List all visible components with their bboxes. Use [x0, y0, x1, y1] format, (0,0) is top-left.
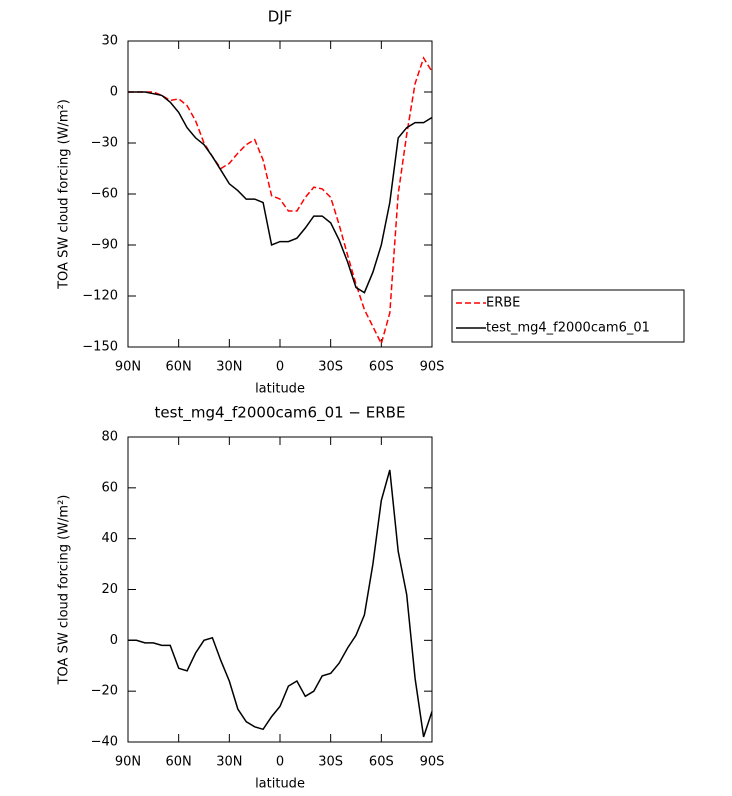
- x-axis-label: latitude: [255, 382, 305, 397]
- y-tick-label: 40: [101, 531, 118, 546]
- plot-frame: [127, 40, 433, 348]
- y-tick-label: −40: [91, 735, 118, 750]
- x-tick-label: 90N: [115, 755, 141, 770]
- legend-label: ERBE: [486, 296, 520, 311]
- x-tick-label: 0: [276, 755, 284, 770]
- y-tick-label: 30: [101, 34, 118, 49]
- x-tick-label: 90S: [420, 360, 445, 375]
- y-tick-label: −30: [91, 136, 118, 151]
- series-line: [128, 56, 433, 346]
- x-tick-label: 60S: [369, 755, 394, 770]
- chart-title: test_mg4_f2000cam6_01 − ERBE: [155, 404, 406, 423]
- x-tick-label: 30S: [318, 360, 343, 375]
- x-tick-label: 30S: [318, 755, 343, 770]
- x-tick-label: 60N: [166, 755, 192, 770]
- y-tick-label: 20: [101, 582, 118, 597]
- series-line: [128, 91, 433, 294]
- chart-title: DJF: [268, 8, 293, 26]
- y-tick-label: 0: [110, 633, 118, 648]
- y-tick-label: 0: [110, 85, 118, 100]
- x-axis-label: latitude: [255, 777, 305, 792]
- series-line: [128, 469, 433, 738]
- y-axis-label: TOA SW cloud forcing (W/m²): [57, 495, 72, 686]
- y-tick-label: 60: [101, 480, 118, 495]
- x-tick-label: 90S: [420, 755, 445, 770]
- legend-box: [451, 289, 685, 343]
- plot-frame: [127, 436, 433, 743]
- y-tick-label: −120: [82, 289, 118, 304]
- x-tick-label: 60N: [166, 360, 192, 375]
- x-tick-label: 0: [276, 360, 284, 375]
- y-axis-label: TOA SW cloud forcing (W/m²): [57, 99, 72, 290]
- y-tick-label: −60: [91, 187, 118, 202]
- x-tick-label: 30N: [216, 360, 242, 375]
- legend-label: test_mg4_f2000cam6_01: [486, 321, 650, 336]
- x-tick-label: 90N: [115, 360, 141, 375]
- y-tick-label: −20: [91, 684, 118, 699]
- y-tick-label: −90: [91, 238, 118, 253]
- y-tick-label: 80: [101, 430, 118, 445]
- x-tick-label: 30N: [216, 755, 242, 770]
- x-tick-label: 60S: [369, 360, 394, 375]
- y-tick-label: −150: [82, 340, 118, 355]
